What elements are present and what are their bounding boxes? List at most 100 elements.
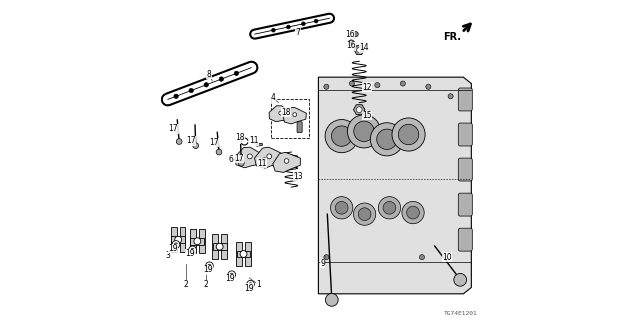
- Circle shape: [301, 22, 305, 26]
- Text: 17: 17: [168, 124, 179, 133]
- Text: 12: 12: [362, 83, 372, 92]
- Text: 16: 16: [345, 30, 355, 39]
- Circle shape: [325, 120, 358, 153]
- Circle shape: [348, 40, 354, 46]
- Text: 19: 19: [168, 244, 178, 253]
- Circle shape: [454, 273, 467, 286]
- Bar: [180, 228, 186, 252]
- Bar: [221, 235, 227, 259]
- Circle shape: [371, 123, 403, 156]
- Circle shape: [267, 154, 272, 159]
- Circle shape: [330, 197, 353, 219]
- Text: 11: 11: [250, 136, 259, 145]
- Circle shape: [204, 83, 209, 87]
- Text: 16: 16: [346, 41, 356, 51]
- FancyBboxPatch shape: [271, 100, 309, 138]
- Circle shape: [284, 159, 289, 163]
- Circle shape: [230, 273, 234, 276]
- Bar: [199, 229, 205, 253]
- Circle shape: [176, 139, 182, 144]
- Bar: [237, 251, 250, 257]
- Bar: [236, 242, 242, 266]
- Bar: [191, 238, 204, 245]
- Text: 5: 5: [249, 136, 254, 145]
- Circle shape: [240, 251, 247, 257]
- Circle shape: [172, 241, 180, 248]
- Circle shape: [378, 197, 401, 219]
- Text: 17: 17: [209, 138, 219, 147]
- Text: 4: 4: [271, 93, 275, 102]
- Circle shape: [325, 293, 338, 306]
- FancyBboxPatch shape: [458, 228, 472, 251]
- Circle shape: [377, 129, 397, 149]
- Circle shape: [234, 71, 239, 76]
- Circle shape: [193, 143, 198, 148]
- FancyBboxPatch shape: [458, 158, 472, 181]
- FancyBboxPatch shape: [297, 122, 302, 132]
- Text: 17: 17: [234, 154, 244, 163]
- Polygon shape: [319, 77, 471, 294]
- Text: 18: 18: [281, 108, 291, 117]
- Text: 7: 7: [295, 28, 300, 37]
- Text: 1: 1: [257, 280, 261, 289]
- Circle shape: [174, 94, 179, 99]
- Circle shape: [348, 115, 381, 148]
- Circle shape: [239, 160, 244, 166]
- Circle shape: [174, 243, 177, 246]
- Text: 13: 13: [293, 172, 303, 181]
- Text: 10: 10: [442, 253, 452, 262]
- Polygon shape: [260, 158, 266, 161]
- Circle shape: [349, 81, 355, 86]
- Bar: [190, 229, 196, 253]
- Text: 2: 2: [204, 280, 209, 289]
- Text: FR.: FR.: [443, 32, 461, 42]
- Text: 6: 6: [228, 155, 233, 164]
- Polygon shape: [235, 147, 264, 168]
- Circle shape: [287, 25, 291, 29]
- FancyBboxPatch shape: [458, 88, 472, 111]
- Text: 19: 19: [225, 274, 235, 283]
- Bar: [171, 228, 177, 252]
- Bar: [172, 236, 185, 243]
- Polygon shape: [354, 46, 364, 54]
- Circle shape: [353, 32, 358, 37]
- Circle shape: [398, 124, 419, 145]
- Circle shape: [314, 19, 318, 23]
- Circle shape: [383, 201, 396, 214]
- FancyBboxPatch shape: [458, 123, 472, 146]
- Circle shape: [356, 48, 362, 52]
- Circle shape: [400, 81, 405, 86]
- Circle shape: [216, 243, 223, 250]
- Bar: [212, 243, 227, 250]
- Circle shape: [353, 203, 376, 225]
- Circle shape: [392, 118, 425, 151]
- Text: 8: 8: [207, 70, 211, 79]
- Circle shape: [426, 84, 431, 89]
- Text: 11: 11: [257, 159, 267, 168]
- Circle shape: [228, 271, 236, 278]
- Text: 19: 19: [203, 265, 212, 275]
- Circle shape: [205, 262, 213, 270]
- Circle shape: [249, 283, 252, 286]
- Text: 17: 17: [186, 136, 196, 145]
- FancyBboxPatch shape: [458, 193, 472, 216]
- Circle shape: [324, 84, 329, 89]
- Circle shape: [358, 208, 371, 220]
- Circle shape: [448, 94, 453, 99]
- Circle shape: [354, 121, 374, 141]
- Text: 15: 15: [362, 111, 372, 120]
- Circle shape: [332, 126, 352, 146]
- Polygon shape: [353, 105, 365, 115]
- Circle shape: [189, 246, 196, 254]
- Bar: [212, 235, 218, 259]
- Circle shape: [248, 154, 252, 159]
- Circle shape: [271, 28, 275, 32]
- Text: 19: 19: [186, 250, 195, 259]
- Polygon shape: [269, 106, 292, 122]
- Circle shape: [406, 206, 419, 219]
- Text: 2: 2: [184, 280, 189, 289]
- Circle shape: [208, 264, 211, 268]
- Text: 19: 19: [244, 284, 254, 292]
- Circle shape: [216, 149, 222, 155]
- Polygon shape: [273, 152, 300, 172]
